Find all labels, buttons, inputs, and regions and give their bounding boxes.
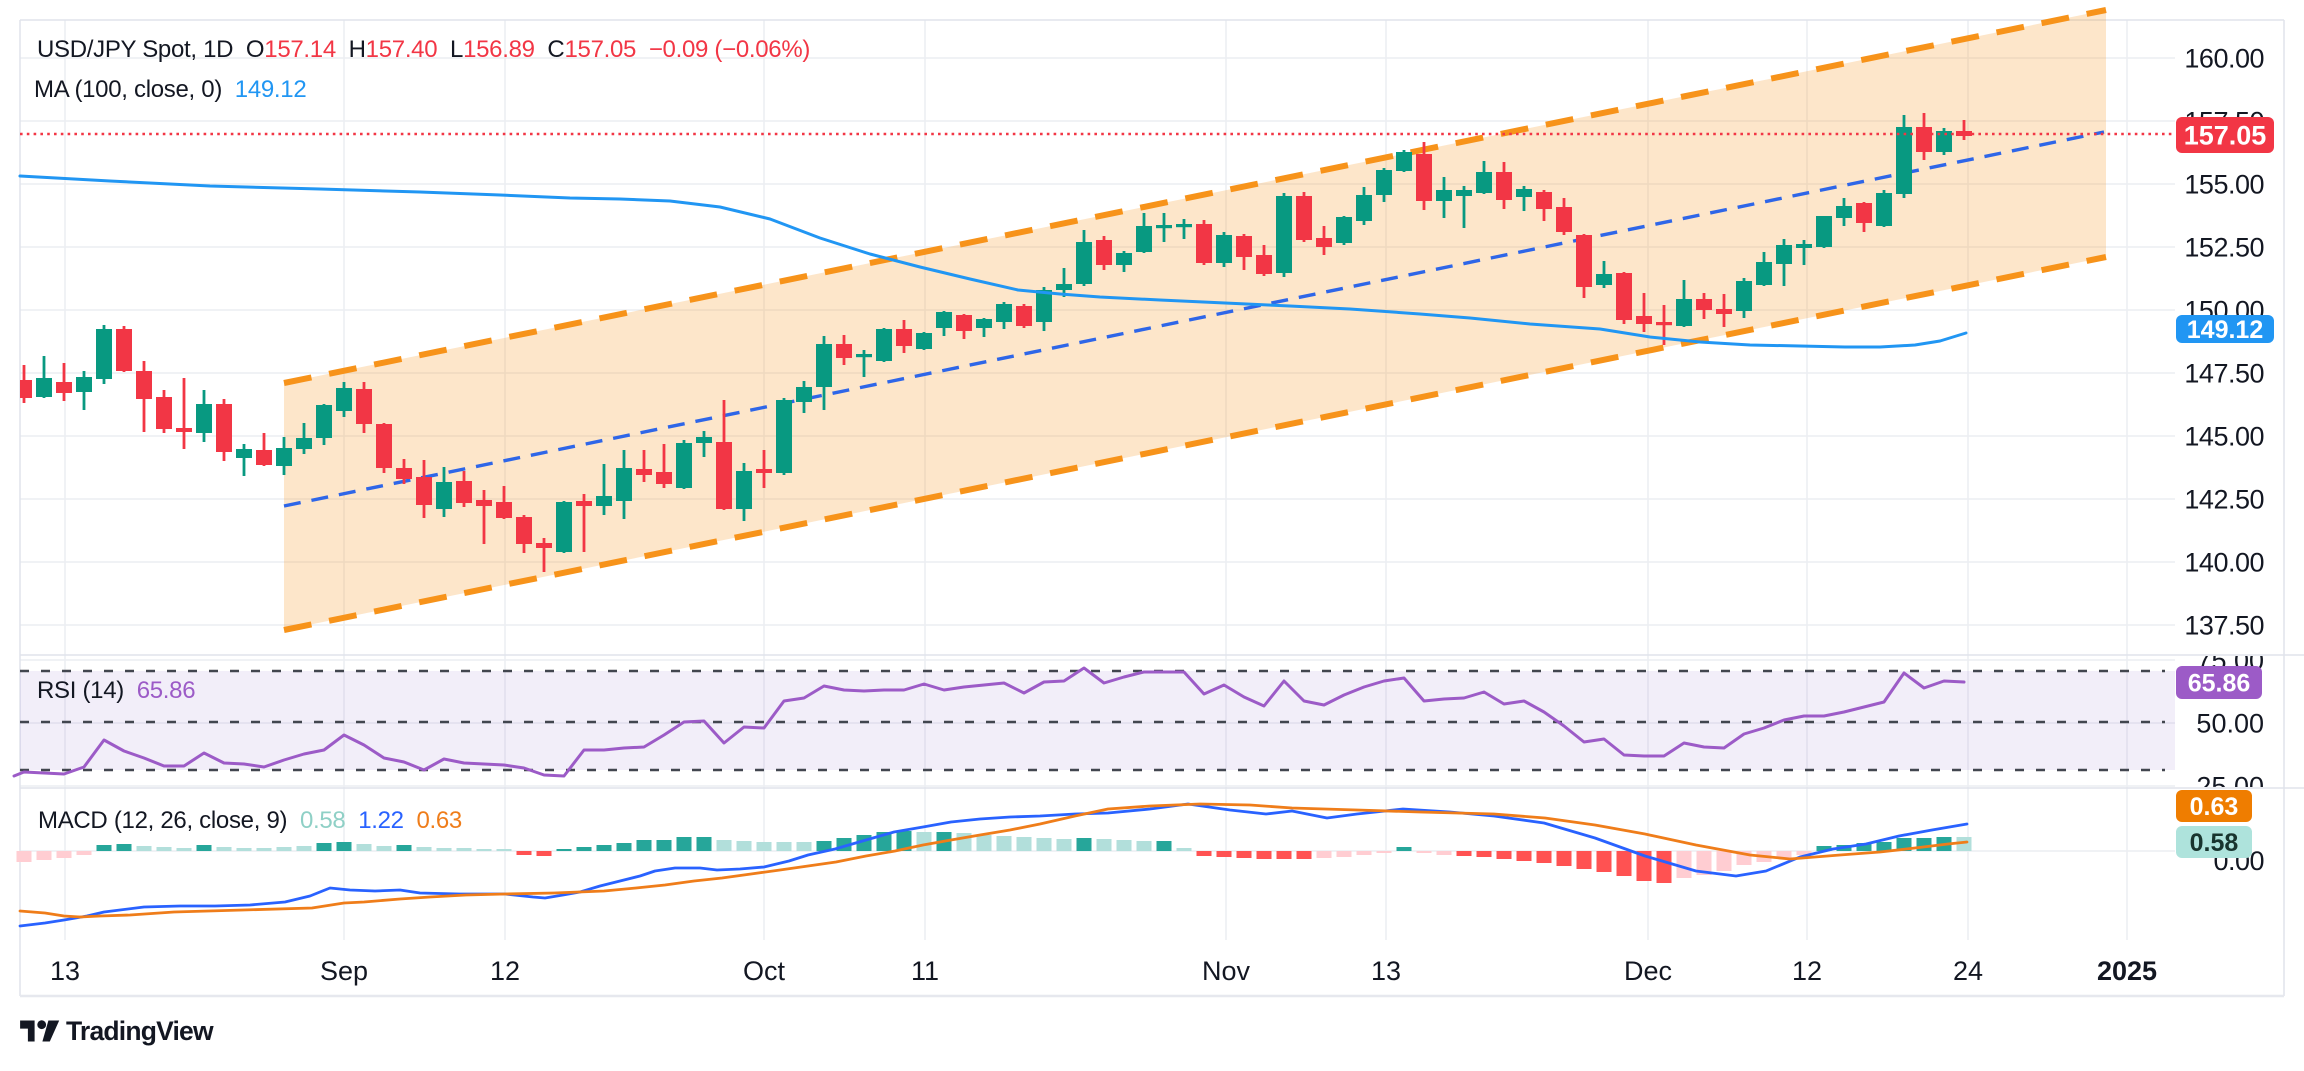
svg-text:50.00: 50.00 [2196, 709, 2264, 739]
svg-text:TradingView: TradingView [66, 1016, 214, 1046]
svg-text:25.00: 25.00 [2196, 772, 2264, 802]
svg-text:65.86: 65.86 [2188, 670, 2251, 698]
svg-text:140.00: 140.00 [2184, 548, 2264, 578]
svg-text:USD/JPY Spot, 1D O157.14 H15: USD/JPY Spot, 1D O157.14 H157.40 L156.89… [37, 36, 810, 63]
svg-text:137.50: 137.50 [2184, 611, 2264, 641]
svg-text:12: 12 [490, 956, 520, 986]
svg-text:13: 13 [1371, 956, 1401, 986]
svg-text:RSI (14) 65.86: RSI (14) 65.86 [37, 677, 195, 704]
svg-text:147.50: 147.50 [2184, 359, 2264, 389]
svg-text:0.63: 0.63 [2190, 793, 2239, 821]
svg-text:Dec: Dec [1624, 956, 1672, 986]
svg-text:Oct: Oct [743, 956, 786, 986]
svg-text:157.05: 157.05 [2184, 121, 2267, 151]
svg-text:24: 24 [1953, 956, 1983, 986]
svg-text:13: 13 [50, 956, 80, 986]
svg-text:160.00: 160.00 [2184, 44, 2264, 74]
svg-text:142.50: 142.50 [2184, 485, 2264, 515]
svg-text:MA (100, close, 0) 149.12: MA (100, close, 0) 149.12 [34, 76, 306, 103]
svg-text:145.00: 145.00 [2184, 422, 2264, 452]
svg-text:MACD (12, 26, close, 9) 0.58: MACD (12, 26, close, 9) 0.58 1.22 0.63 [38, 807, 462, 834]
svg-text:152.50: 152.50 [2184, 233, 2264, 263]
svg-text:0.58: 0.58 [2190, 829, 2239, 857]
svg-text:12: 12 [1792, 956, 1822, 986]
svg-text:Sep: Sep [320, 956, 368, 986]
svg-text:155.00: 155.00 [2184, 170, 2264, 200]
svg-text:149.12: 149.12 [2187, 316, 2263, 344]
svg-text:2025: 2025 [2097, 956, 2157, 986]
svg-text:Nov: Nov [1202, 956, 1251, 986]
svg-text:11: 11 [911, 956, 939, 986]
